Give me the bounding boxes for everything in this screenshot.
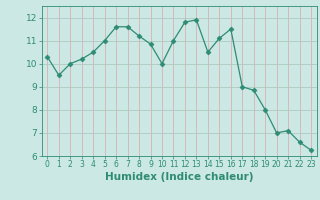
X-axis label: Humidex (Indice chaleur): Humidex (Indice chaleur) — [105, 172, 253, 182]
